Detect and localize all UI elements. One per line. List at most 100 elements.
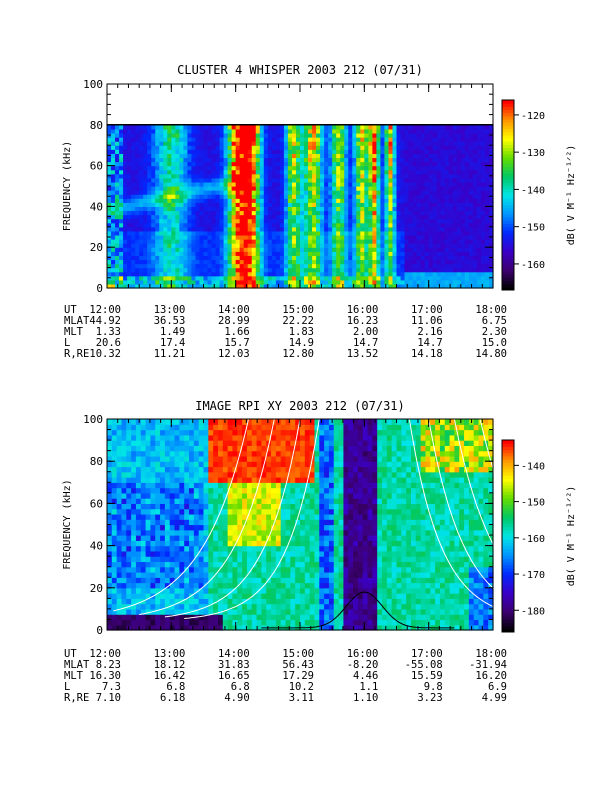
spectrogram-cell — [195, 243, 201, 248]
spectrogram-cell — [364, 230, 369, 236]
spectrogram-cell — [396, 190, 402, 195]
spectrogram-cell — [283, 239, 289, 244]
spectrogram-cell — [484, 283, 490, 289]
spectrogram-cell — [432, 157, 438, 163]
spectrogram-cell — [195, 190, 201, 195]
spectrogram-cell — [464, 271, 470, 277]
spectrogram-cell — [304, 222, 309, 228]
spectrogram-cell — [150, 561, 156, 568]
spectrogram-cell — [279, 181, 285, 187]
spectrogram-cell — [251, 255, 257, 261]
spectrogram-cell — [175, 214, 180, 220]
spectrogram-cell — [115, 202, 120, 207]
spectrogram-cell — [336, 255, 341, 261]
spectrogram-cell — [476, 177, 482, 183]
spectrogram-cell — [352, 263, 357, 269]
spectrogram-cell — [127, 161, 132, 167]
spectrogram-cell — [291, 279, 297, 285]
spectrogram-cell — [143, 194, 148, 199]
spectrogram-cell — [235, 194, 241, 199]
spectrogram-cell — [388, 169, 394, 175]
spectrogram-cell — [203, 419, 209, 425]
spectrogram-cell — [484, 190, 490, 195]
spectrogram-cell — [191, 263, 197, 269]
spectrogram-cell — [400, 255, 406, 261]
spectrogram-cell — [312, 247, 317, 252]
colorbar-swatch — [502, 166, 514, 171]
spectrogram-cell — [160, 519, 166, 526]
spectrogram-cell — [408, 141, 414, 146]
spectrogram-cell — [279, 218, 285, 224]
spectrogram-cell — [444, 181, 450, 187]
spectrogram-cell — [243, 210, 249, 216]
spectrogram-cell — [171, 267, 176, 273]
spectrogram-cell — [380, 271, 386, 277]
spectrogram-cell — [267, 275, 273, 281]
spectrogram-cell — [472, 259, 478, 265]
spectrogram-cell — [428, 214, 434, 220]
spectrogram-cell — [174, 471, 180, 478]
spectrogram-cell — [187, 161, 193, 167]
spectrogram-cell — [145, 498, 152, 505]
spectrogram-cell — [199, 206, 205, 212]
spectrogram-cell — [107, 529, 113, 536]
spectrogram-cell — [271, 243, 277, 248]
spectrogram-cell — [275, 149, 281, 154]
spectrogram-cell — [464, 169, 470, 175]
spectrogram-cell — [131, 419, 137, 425]
spectrogram-cell — [139, 190, 144, 195]
spectrogram-cell — [184, 482, 190, 489]
spectrogram-cell — [163, 181, 168, 187]
spectrogram-cell — [428, 177, 434, 183]
spectrogram-cell — [424, 161, 430, 167]
spectrogram-cell — [159, 243, 164, 248]
spectrogram-cell — [203, 206, 209, 212]
spectrogram-cell — [167, 137, 172, 142]
spectrogram-cell — [428, 190, 434, 195]
spectrogram-cell — [408, 222, 414, 228]
spectrogram-cell — [163, 247, 168, 252]
spectrogram-cell — [295, 222, 301, 228]
spectrogram-cell — [336, 137, 341, 142]
spectrogram-cell — [187, 169, 193, 175]
spectrogram-cell — [111, 487, 118, 494]
spectrogram-cell — [135, 251, 140, 256]
spectrogram-cell — [115, 124, 120, 130]
spectrogram-cell — [275, 247, 281, 252]
spectrogram-cell — [131, 186, 136, 191]
spectrogram-cell — [247, 198, 253, 203]
spectrogram-cell — [127, 234, 132, 240]
spectrogram-cell — [121, 429, 127, 436]
spectrogram-cell — [388, 283, 394, 289]
spectrogram-cell — [267, 128, 273, 134]
spectrogram-cell — [376, 169, 382, 175]
spectrogram-cell — [211, 161, 217, 167]
spectrogram-cell — [460, 124, 466, 130]
spectrogram-cell — [259, 210, 265, 216]
spectrogram-cell — [484, 169, 490, 175]
spectrogram-cell — [160, 593, 166, 599]
spectrogram-cell — [476, 190, 482, 195]
spectrogram-cell — [291, 132, 297, 138]
spectrogram-cell — [271, 255, 277, 261]
spectrogram-cell — [151, 210, 156, 216]
spectrogram-cell — [308, 239, 313, 244]
ephemeris-value: 36.53 — [154, 315, 186, 327]
spectrogram-cell — [126, 593, 132, 599]
spectrogram-cell — [195, 259, 201, 265]
spectrogram-cell — [145, 545, 152, 552]
spectrogram-cell — [127, 206, 132, 212]
spectrogram-cell — [488, 169, 494, 175]
spectrogram-cell — [179, 513, 185, 520]
spectrogram-cell — [111, 498, 118, 505]
spectrogram-cell — [198, 624, 205, 631]
spectrogram-cell — [247, 234, 253, 240]
spectrogram-cell — [187, 218, 193, 224]
spectrogram-cell — [111, 239, 116, 244]
spectrogram-cell — [304, 214, 309, 220]
spectrogram-cell — [304, 279, 309, 285]
spectrogram-cell — [336, 263, 341, 269]
spectrogram-cell — [295, 157, 301, 163]
spectrogram-cell — [295, 149, 301, 154]
spectrogram-cell — [179, 450, 185, 457]
